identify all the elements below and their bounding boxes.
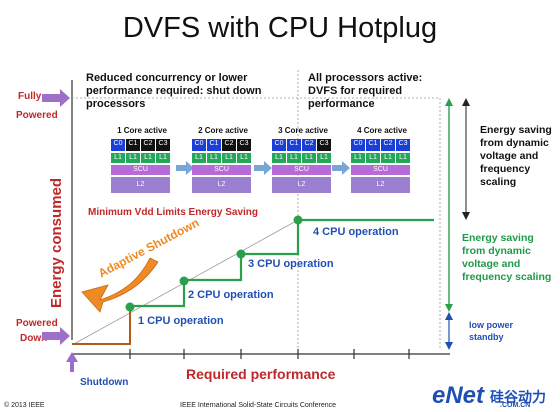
op-label-3: 3 CPU operation xyxy=(248,258,334,270)
footer-copyright: © 2013 IEEE xyxy=(4,402,45,409)
energy-step-function xyxy=(128,218,434,310)
l1-cache: L1 xyxy=(156,153,170,163)
l2-cache: L2 xyxy=(111,177,170,193)
low-power-standby-label: low power standby xyxy=(469,320,514,342)
l2-cache: L2 xyxy=(351,177,410,193)
core-c2: C2 xyxy=(381,139,395,151)
core-group-4: 4 Core active C0 C1 C2 C3 L1 L1 L1 L1 SC… xyxy=(349,126,415,203)
op-label-4: 4 CPU operation xyxy=(313,226,399,238)
op-label-2: 2 CPU operation xyxy=(188,289,274,301)
core-c3: C3 xyxy=(156,139,170,151)
l2-cache: L2 xyxy=(272,177,331,193)
shutdown-arrow xyxy=(66,352,78,372)
core-c2: C2 xyxy=(302,139,316,151)
core-c1: C1 xyxy=(366,139,380,151)
min-vdd-label: Minimum Vdd Limits Energy Saving xyxy=(88,207,259,218)
fully-label: Fully xyxy=(18,91,42,102)
core-c1: C1 xyxy=(126,139,140,151)
l1-cache: L1 xyxy=(222,153,236,163)
enet-logo-cn: 硅谷动力 xyxy=(490,389,546,405)
l1-cache: L1 xyxy=(272,153,286,163)
l1-cache: L1 xyxy=(126,153,140,163)
x-axis-ticks xyxy=(129,349,410,359)
powered-down-arrow xyxy=(42,327,70,345)
shutdown-label: Shutdown xyxy=(80,377,129,388)
scu-block: SCU xyxy=(272,165,331,175)
header-left: Reduced concurrency or lower performance… xyxy=(86,72,262,110)
core-c0: C0 xyxy=(111,139,125,151)
core-c3: C3 xyxy=(396,139,410,151)
core-c0: C0 xyxy=(192,139,206,151)
energy-saving-green-label: Energy saving from dynamic voltage and f… xyxy=(462,232,552,283)
core-group-arrows xyxy=(176,161,350,175)
core-c3: C3 xyxy=(317,139,331,151)
core-group-title: 4 Core active xyxy=(357,126,407,135)
core-c0: C0 xyxy=(272,139,286,151)
scu-block: SCU xyxy=(351,165,410,175)
energy-saving-black-label: Energy saving from dynamic voltage and f… xyxy=(480,124,552,188)
l1-cache: L1 xyxy=(302,153,316,163)
l2-cache: L2 xyxy=(192,177,251,193)
l1-cache: L1 xyxy=(111,153,125,163)
step-markers xyxy=(125,215,303,312)
core-group-title: 2 Core active xyxy=(198,126,248,135)
core-group-3: 3 Core active C0 C1 C2 C3 L1 L1 L1 L1 SC… xyxy=(270,126,336,203)
l1-cache: L1 xyxy=(141,153,155,163)
l1-cache: L1 xyxy=(207,153,221,163)
l1-cache: L1 xyxy=(287,153,301,163)
core-c2: C2 xyxy=(222,139,236,151)
core-c0: C0 xyxy=(351,139,365,151)
adaptive-shutdown-arrow xyxy=(81,257,159,313)
l1-cache: L1 xyxy=(192,153,206,163)
l1-cache: L1 xyxy=(317,153,331,163)
core-c1: C1 xyxy=(207,139,221,151)
powered-down-label-2: Down xyxy=(20,333,48,344)
core-c3: C3 xyxy=(237,139,251,151)
enet-logo-url: .COM.CN xyxy=(500,402,531,409)
powered-label: Powered xyxy=(16,110,58,121)
scu-block: SCU xyxy=(111,165,170,175)
core-group-1: 1 Core active C0 C1 C2 C3 L1 L1 L1 L1 SC… xyxy=(109,126,175,203)
powered-down-label-1: Powered xyxy=(16,318,58,329)
core-group-title: 3 Core active xyxy=(278,126,328,135)
op-label-1: 1 CPU operation xyxy=(138,315,224,327)
l1-cache: L1 xyxy=(366,153,380,163)
footer-conference: IEEE International Solid-State Circuits … xyxy=(180,402,337,409)
x-axis-label: Required performance xyxy=(186,366,336,382)
core-group-title: 1 Core active xyxy=(117,126,167,135)
shutdown-step xyxy=(72,310,131,345)
core-c2: C2 xyxy=(141,139,155,151)
enet-logo: eNet xyxy=(432,382,485,409)
fully-powered-arrow xyxy=(42,89,70,107)
l1-cache: L1 xyxy=(237,153,251,163)
core-c1: C1 xyxy=(287,139,301,151)
l1-cache: L1 xyxy=(381,153,395,163)
core-group-2: 2 Core active C0 C1 C2 C3 L1 L1 L1 L1 SC… xyxy=(190,126,256,203)
slide-title: DVFS with CPU Hotplug xyxy=(122,12,438,44)
header-right: All processors active: DVFS for required… xyxy=(308,72,423,110)
scu-block: SCU xyxy=(192,165,251,175)
l1-cache: L1 xyxy=(396,153,410,163)
l1-cache: L1 xyxy=(351,153,365,163)
